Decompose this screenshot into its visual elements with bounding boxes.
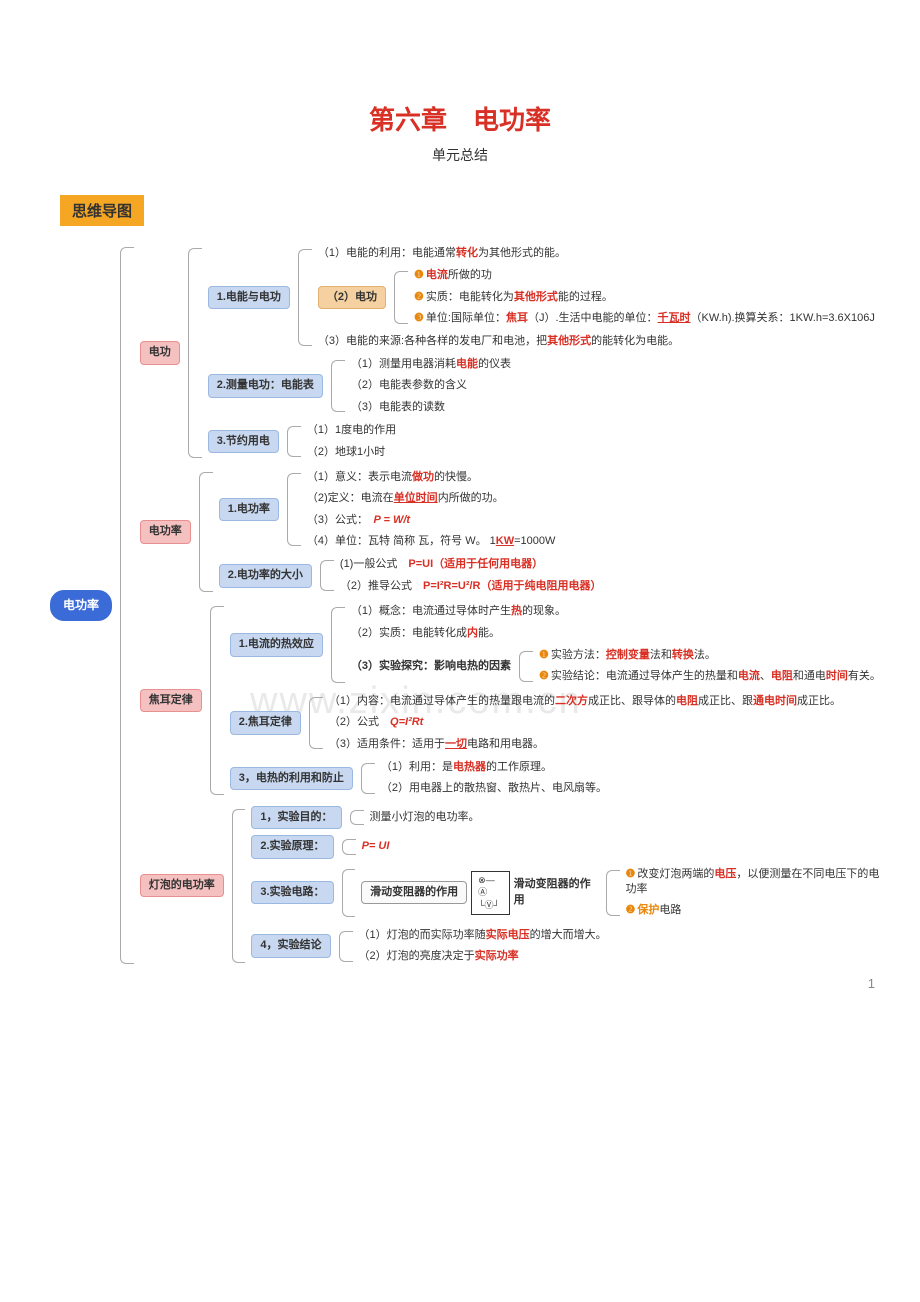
leaf-text: 测量小灯泡的电功率。 <box>370 808 480 827</box>
node-orange: （2）电功 <box>318 286 386 309</box>
root-node: 电功率 <box>50 590 112 621</box>
leaf-text: ❷保护电路 <box>626 901 682 920</box>
node-blue: 2.测量电功：电能表 <box>208 374 323 397</box>
node-blue: 3.实验电路： <box>251 881 333 904</box>
node-blue: 3.节约用电 <box>208 430 279 453</box>
leaf-text: （2）推导公式 P=I²R=U²/R（适用于纯电阻用电器） <box>340 577 602 596</box>
leaf-text: ❶改变灯泡两端的电压，以便测量在不同电压下的电功率 <box>626 865 891 900</box>
leaf-text: （2）地球1小时 <box>307 443 385 462</box>
node-blue: 2.电功率的大小 <box>219 564 312 587</box>
leaf-text: （1）内容：电流通过导体产生的热量跟电流的二次方成正比、跟导体的电阻成正比、跟通… <box>329 692 841 711</box>
node-plain: （3）实验探究：影响电热的因素 <box>351 657 511 676</box>
mindmap: 电功率 电功 1.电能与电功 （1）电能的利用：电能通常转化为其他形式的能。 （2）电功… <box>50 241 890 970</box>
node-blue: 1.电能与电功 <box>208 286 290 309</box>
leaf-text: （1）测量用电器消耗电能的仪表 <box>351 355 511 374</box>
leaf-text: （2）用电器上的散热窗、散热片、电风扇等。 <box>381 779 607 798</box>
leaf-text: （2）公式 Q=I²Rt <box>329 713 423 732</box>
node-blue: 2.焦耳定律 <box>230 711 301 734</box>
leaf-text: ❸单位:国际单位：焦耳（J）.生活中电能的单位：千瓦时（KW.h).换算关系：1… <box>414 309 875 328</box>
section-badge: 思维导图 <box>60 195 144 226</box>
leaf-text: （3）电能的来源:各种各样的发电厂和电池，把其他形式的能转化为电能。 <box>318 332 679 351</box>
leaf-text: （1）灯泡的而实际功率随实际电压的增大而增大。 <box>359 926 607 945</box>
leaf-text: （3）公式： P = W/t <box>307 511 410 530</box>
page-number: 1 <box>868 976 875 991</box>
node-pink: 焦耳定律 <box>140 689 202 712</box>
leaf-text: （2）实质：电能转化成内能。 <box>351 624 500 643</box>
leaf-text: ❶实验方法：控制变量法和转换法。 <box>539 646 716 665</box>
node-blue: 2.实验原理： <box>251 835 333 858</box>
leaf-text: （3）电能表的读数 <box>351 398 445 417</box>
node-pink: 电功 <box>140 341 180 364</box>
leaf-text: ❷实验结论：电流通过导体产生的热量和电流、电阻和通电时间有关。 <box>539 667 881 686</box>
leaf-text: ❷实质：电能转化为其他形式能的过程。 <box>414 288 613 307</box>
leaf-text: ❶电流所做的功 <box>414 266 492 285</box>
node-blue: 1.电功率 <box>219 498 279 521</box>
node-pink: 灯泡的电功率 <box>140 874 224 897</box>
page-title: 第六章 电功率 <box>30 100 890 137</box>
leaf-text: （1）意义：表示电流做功的快慢。 <box>307 468 478 487</box>
node-blue: 1，实验目的： <box>251 806 341 829</box>
node-blue: 3，电热的利用和防止 <box>230 767 353 790</box>
page-subtitle: 单元总结 <box>30 145 890 165</box>
leaf-text: （3）适用条件：适用于一切电路和用电器。 <box>329 735 544 754</box>
leaf-text: （1）1度电的作用 <box>307 421 396 440</box>
leaf-text: （2)定义：电流在单位时间内所做的功。 <box>307 489 504 508</box>
leaf-text: (1)一般公式 P=UI（适用于任何用电器） <box>340 555 543 574</box>
leaf-text: （2）电能表参数的含义 <box>351 376 467 395</box>
leaf-text: （4）单位：瓦特 简称 瓦，符号 W。 1KW=1000W <box>307 532 555 551</box>
leaf-text: （1）概念：电流通过导体时产生热的现象。 <box>351 602 566 621</box>
circuit-label: 滑动变阻器的作用 <box>514 875 598 910</box>
leaf-text: （1）利用：是电热器的工作原理。 <box>381 758 552 777</box>
node-blue: 4，实验结论 <box>251 934 330 957</box>
node-blue: 1.电流的热效应 <box>230 633 323 656</box>
circuit-diagram: ⊗—Ⓐ└Ⓥ┘ <box>471 871 510 915</box>
leaf-text: P= UI <box>362 837 390 856</box>
leaf-text: （1）电能的利用：电能通常转化为其他形式的能。 <box>318 244 566 263</box>
leaf-text: （2）灯泡的亮度决定于实际功率 <box>359 947 519 966</box>
node-pink: 电功率 <box>140 520 191 543</box>
node-plain: 滑动变阻器的作用 <box>361 881 467 904</box>
